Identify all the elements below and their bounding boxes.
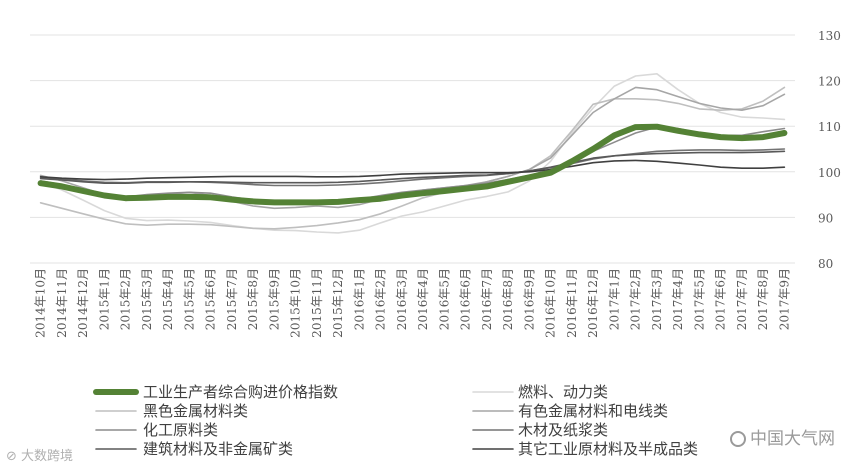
x-tick-label: 2015年12月 (331, 268, 345, 338)
legend-label: 化工原料类 (143, 421, 218, 439)
x-tick-label: 2016年12月 (586, 268, 600, 338)
series-line (39, 86, 786, 210)
legend-label: 有色金属材料和电线类 (518, 402, 668, 420)
x-tick-label: 2015年9月 (267, 268, 281, 330)
x-tick-label: 2017年2月 (629, 268, 643, 330)
y-axis: 80 90 100 110 120 130 (818, 29, 841, 271)
x-tick-label: 2017年9月 (777, 268, 791, 330)
x-tick-label: 2015年7月 (225, 268, 239, 330)
series-line (39, 148, 786, 187)
x-tick-label: 2015年5月 (182, 268, 196, 330)
wechat-icon (730, 431, 746, 447)
x-tick-label: 2015年10月 (289, 268, 303, 338)
x-tick-label: 2015年6月 (204, 268, 218, 330)
x-tick-label: 2016年7月 (480, 268, 494, 330)
x-tick-label: 2017年5月 (692, 268, 706, 330)
x-tick-label: 2015年11月 (310, 268, 324, 338)
legend-label: 黑色金属材料类 (143, 402, 248, 420)
watermark-left-text: 大数跨境 (21, 449, 74, 464)
x-tick-label: 2016年4月 (416, 268, 430, 330)
x-tick-label: 2015年1月 (97, 268, 111, 330)
x-tick-label: 2016年3月 (395, 268, 409, 330)
series-lines (37, 73, 788, 234)
grid-lines (30, 34, 795, 264)
legend-label: 其它工业原材料及半成品类 (518, 440, 698, 458)
y-tick-label: 130 (818, 29, 841, 43)
y-tick-label: 120 (818, 75, 841, 89)
x-tick-label: 2017年4月 (671, 268, 685, 330)
series-line (37, 123, 788, 206)
legend-label: 木材及纸浆类 (518, 421, 608, 439)
x-tick-label: 2017年1月 (607, 268, 621, 330)
x-tick-label: 2016年6月 (459, 268, 473, 330)
x-tick-label: 2015年3月 (140, 268, 154, 330)
y-tick-label: 90 (818, 211, 833, 225)
x-tick-label: 2017年7月 (735, 268, 749, 330)
x-tick-label: 2016年8月 (501, 268, 515, 330)
x-tick-label: 2016年5月 (437, 268, 451, 330)
x-tick-label: 2016年1月 (352, 268, 366, 330)
watermark-right: 中国大气网 (730, 424, 835, 449)
x-tick-label: 2015年4月 (161, 268, 175, 330)
x-axis: 2014年10月 2014年11月 2014年12月 2015年1月 2015年2月 20… (34, 268, 792, 338)
series-line (39, 73, 786, 234)
x-tick-label: 2017年8月 (756, 268, 770, 330)
x-tick-label: 2016年2月 (374, 268, 388, 330)
x-tick-label: 2017年3月 (650, 268, 664, 330)
watermark-right-text: 中国大气网 (750, 429, 835, 449)
series-line (39, 159, 786, 181)
watermark-left: ⊘ 大数跨境 (6, 449, 74, 464)
x-tick-label: 2015年8月 (246, 268, 260, 330)
x-tick-label: 2017年6月 (714, 268, 728, 330)
y-tick-label: 80 (818, 257, 833, 271)
x-tick-label: 2015年2月 (119, 268, 133, 330)
x-tick-label: 2016年9月 (522, 268, 536, 330)
series-line (39, 150, 786, 184)
x-tick-label: 2014年12月 (76, 268, 90, 338)
x-tick-label: 2014年10月 (34, 268, 48, 338)
legend-label: 建筑材料及非金属矿类 (143, 440, 293, 458)
series-line (39, 126, 786, 204)
x-tick-label: 2016年10月 (544, 268, 558, 338)
legend-label: 燃料、动力类 (518, 383, 608, 401)
y-tick-label: 110 (818, 120, 841, 134)
series-line (39, 86, 786, 230)
legend-label: 工业生产者综合购进价格指数 (143, 383, 338, 401)
x-tick-label: 2014年11月 (55, 268, 69, 338)
y-tick-label: 100 (818, 166, 841, 180)
x-tick-label: 2016年11月 (565, 268, 579, 338)
